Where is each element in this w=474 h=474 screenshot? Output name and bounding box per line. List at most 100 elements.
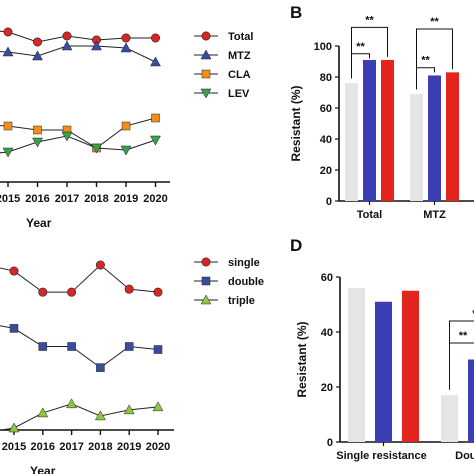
x-axis-title: Year: [30, 464, 56, 474]
significance-label: **: [459, 330, 468, 342]
x-tick-label: 2018: [88, 441, 112, 453]
data-point-triple: [152, 401, 164, 412]
data-point-single: [153, 287, 163, 297]
data-point-total: [32, 37, 42, 47]
y-tick-label: 60: [321, 272, 333, 284]
significance-bracket: [416, 67, 435, 90]
y-tick-label: 20: [321, 382, 333, 394]
x-tick-label: 2018: [84, 193, 108, 205]
x-tick-label: 2019: [117, 441, 141, 453]
x-tick-label: MTZ: [423, 209, 446, 221]
series-line-triple: [0, 403, 159, 431]
legend-label-triple: triple: [228, 295, 255, 307]
significance-label: **: [430, 16, 439, 28]
panel-label-b: B: [290, 3, 302, 22]
bar: [468, 359, 474, 442]
data-point-lev: [91, 143, 102, 154]
y-tick-label: 40: [321, 327, 333, 339]
x-tick-label: 2015: [0, 193, 20, 205]
data-point-triple: [8, 422, 20, 433]
data-point-double: [38, 342, 48, 351]
bar: [375, 301, 392, 442]
series-line-single: [0, 264, 159, 293]
legend-label-single: single: [228, 257, 260, 269]
significance-label: **: [472, 308, 474, 320]
legend-marker-cla: [201, 69, 211, 79]
panel-label-d: D: [290, 236, 302, 255]
x-tick-label: 2016: [25, 193, 49, 205]
x-tick-label: Single resistance: [336, 450, 427, 462]
data-point-cla: [33, 125, 42, 135]
data-point-mtz: [120, 42, 132, 53]
bar: [348, 288, 365, 442]
x-tick-label: Double re: [455, 450, 474, 462]
data-point-total: [3, 27, 13, 37]
data-point-total: [121, 33, 131, 43]
significance-label: **: [421, 55, 430, 67]
significance-bracket: [449, 342, 474, 390]
data-point-lev: [61, 131, 73, 142]
data-point-cla: [151, 113, 160, 123]
bar: [345, 83, 358, 201]
legend-label-total: Total: [228, 31, 253, 43]
significance-bracket: [416, 28, 453, 70]
legend-marker-double: [201, 276, 211, 286]
legend-label-mtz: MTZ: [228, 50, 251, 62]
data-point-single: [9, 266, 19, 276]
x-tick-label: Total: [357, 209, 382, 221]
legend-marker-triple: [200, 294, 212, 305]
data-point-mtz: [2, 46, 14, 57]
series-line-total: [0, 30, 156, 43]
y-axis-title: Resistant (%): [295, 321, 309, 397]
data-point-lev: [32, 137, 43, 148]
legend-marker-mtz: [200, 49, 212, 60]
data-point-lev: [150, 135, 161, 146]
series-line-double: [0, 325, 159, 369]
x-tick-label: 2017: [55, 193, 79, 205]
x-tick-label: 2020: [143, 193, 167, 205]
x-axis-title: Year: [26, 216, 52, 230]
legend-label-lev: LEV: [228, 88, 250, 100]
data-point-triple: [66, 398, 78, 409]
legend-label-cla: CLA: [228, 69, 251, 81]
data-point-mtz: [32, 50, 43, 61]
x-tick-label: 2015: [2, 441, 26, 453]
data-point-double: [9, 324, 19, 333]
data-point-double: [96, 363, 105, 372]
data-point-double: [153, 345, 163, 354]
x-tick-label: 2017: [59, 441, 83, 453]
y-tick-label: 100: [314, 41, 332, 53]
bar: [446, 72, 459, 201]
bar: [363, 59, 376, 202]
data-point-lev: [2, 147, 14, 158]
bar: [428, 75, 441, 201]
data-point-single: [38, 287, 48, 297]
bar: [441, 395, 458, 442]
y-tick-label: 40: [320, 134, 332, 146]
series-line-mtz: [0, 45, 156, 63]
significance-label: **: [356, 41, 365, 53]
data-point-double: [67, 342, 76, 351]
data-point-mtz: [150, 56, 161, 67]
y-tick-label: 60: [320, 103, 332, 115]
y-tick-label: 0: [327, 437, 333, 449]
bar: [402, 290, 419, 442]
y-axis-title: Resistant (%): [289, 85, 303, 161]
data-point-mtz: [61, 40, 73, 51]
x-tick-label: 2020: [146, 441, 170, 453]
data-point-triple: [37, 407, 49, 418]
legend-label-double: double: [228, 276, 264, 288]
data-point-cla: [121, 121, 131, 131]
significance-bracket: [351, 53, 370, 79]
data-point-lev: [120, 145, 132, 156]
y-tick-label: 0: [326, 196, 332, 208]
data-point-triple: [123, 404, 135, 415]
series-line-lev: [0, 135, 156, 154]
legend-marker-total: [201, 31, 211, 41]
significance-bracket: [449, 320, 474, 343]
data-point-mtz: [91, 40, 102, 51]
y-tick-label: 20: [320, 165, 332, 177]
significance-bracket: [351, 26, 388, 57]
data-point-double: [124, 342, 134, 351]
